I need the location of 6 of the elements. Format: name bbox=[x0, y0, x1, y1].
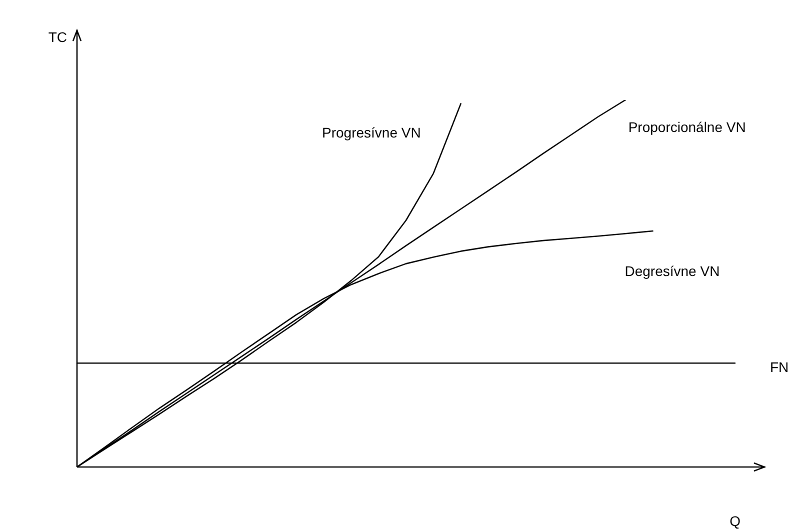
x-axis-title: Q bbox=[730, 512, 741, 529]
text: Degresívne VN bbox=[624, 262, 720, 279]
text: FN bbox=[770, 359, 789, 375]
series-label: Progresívne VN bbox=[322, 124, 421, 141]
y-axis-title: TC bbox=[48, 28, 67, 45]
series-label: Proporcionálne VN bbox=[628, 118, 746, 135]
